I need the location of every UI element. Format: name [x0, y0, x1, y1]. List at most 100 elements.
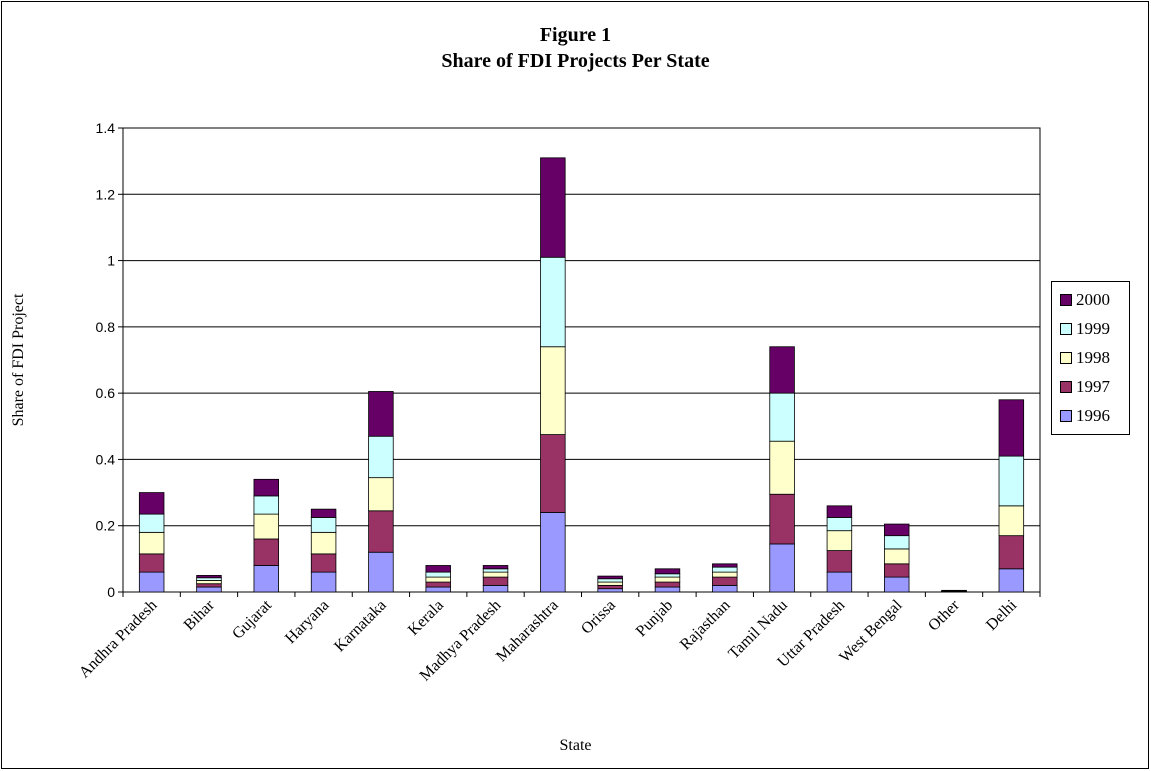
bar-segment: [712, 563, 738, 568]
bar-segment: [883, 548, 910, 565]
y-axis-label: Share of FDI Project: [10, 293, 27, 427]
bar-segment: [712, 571, 738, 578]
bar-segment: [196, 586, 222, 593]
bar-segment: [253, 478, 280, 497]
bar-segment: [425, 571, 451, 578]
bar-segment: [769, 392, 795, 442]
y-tick-label: 0.2: [96, 518, 116, 534]
bar-segment: [368, 477, 394, 512]
y-tick-label: 0.4: [96, 451, 116, 467]
bar-segment: [310, 517, 337, 533]
legend-item-1997: 1997: [1052, 375, 1110, 399]
bar-segment: [310, 508, 337, 518]
bar-segment: [712, 566, 738, 573]
bar-segment: [368, 435, 394, 479]
chart-title: Figure 1: [539, 24, 612, 46]
bar-segment: [826, 505, 853, 518]
legend-swatch-1999: [1060, 323, 1072, 335]
bar-segment: [253, 513, 280, 540]
bar-segment: [138, 531, 165, 555]
bar-segment: [712, 584, 738, 593]
bar-segment: [138, 571, 165, 593]
bar-segment: [826, 550, 853, 573]
bar-segment: [654, 581, 681, 588]
bar-segment: [883, 563, 910, 578]
legend-label-1998: 1998: [1076, 348, 1110, 367]
bar-segment: [482, 576, 509, 586]
bar-segment: [597, 581, 623, 586]
y-tick-label: 1.4: [96, 120, 116, 136]
bar-segment: [253, 538, 280, 566]
bar-segment: [482, 571, 509, 578]
legend-item-1998: 1998: [1052, 346, 1110, 370]
bar-segment: [826, 517, 853, 532]
bar-segment: [998, 505, 1025, 537]
bar-segment: [597, 575, 623, 580]
y-tick-label: 0: [107, 584, 115, 600]
bar-segment: [196, 575, 222, 579]
bar-segment: [196, 580, 222, 585]
bar-segment: [425, 581, 451, 588]
x-tick-label: Delhi: [983, 596, 1021, 634]
bar-segment: [597, 584, 623, 590]
x-tick-label: Andhra Pradesh: [76, 597, 161, 682]
x-tick-label: Punjab: [633, 597, 676, 640]
bar-segment: [310, 531, 337, 555]
x-tick-label: Karnataka: [331, 597, 390, 656]
bar-segment: [138, 553, 165, 573]
bar-segment: [253, 565, 280, 593]
y-tick-label: 0.8: [96, 319, 116, 335]
bar-segment: [138, 513, 165, 533]
bar-segment: [654, 576, 681, 583]
bar-segment: [482, 565, 509, 570]
x-tick-label: Haryana: [282, 597, 332, 647]
bar-segment: [482, 568, 509, 573]
bar-segment: [654, 573, 681, 578]
chart-subtitle: Share of FDI Projects Per State: [441, 50, 710, 72]
bar-segment: [597, 588, 623, 593]
bar-segment: [998, 535, 1025, 570]
bar-segment: [425, 576, 451, 583]
bar-segment: [998, 399, 1025, 457]
bar-segment: [540, 157, 566, 258]
bar-segment: [368, 391, 394, 437]
bar-segment: [310, 553, 337, 573]
bar-segment: [368, 510, 394, 553]
legend-label-1997: 1997: [1076, 377, 1110, 396]
legend-item-1996: 1996: [1052, 404, 1110, 428]
bar-segment: [883, 535, 910, 550]
legend-label-1999: 1999: [1076, 319, 1110, 338]
legend-label-2000: 2000: [1076, 290, 1110, 309]
bar-segment: [826, 530, 853, 551]
bar-segment: [712, 576, 738, 586]
x-tick-label: Bihar: [181, 596, 219, 634]
legend-item-1999: 1999: [1052, 317, 1110, 341]
y-tick-label: 0.6: [96, 385, 116, 401]
bar-segment: [769, 440, 795, 495]
bar-segment: [769, 493, 795, 545]
y-tick-label: 1.2: [96, 186, 116, 202]
legend-item-2000: 2000: [1052, 288, 1110, 312]
bar-segment: [998, 568, 1025, 593]
bar-segment: [425, 586, 451, 593]
bar-segment: [769, 543, 795, 593]
legend-swatch-1998: [1060, 352, 1072, 364]
bar-segment: [998, 455, 1025, 507]
bar-segment: [540, 434, 566, 513]
legend-swatch-2000: [1060, 294, 1072, 306]
x-tick-label: Kerala: [405, 597, 447, 639]
x-axis-label: State: [559, 737, 592, 754]
bar-segment: [482, 584, 509, 593]
x-tick-label: Rajasthan: [677, 597, 734, 654]
bar-segment: [597, 578, 623, 583]
legend-swatch-1997: [1060, 381, 1072, 393]
bar-segment: [540, 346, 566, 435]
bar-segment: [540, 256, 566, 348]
bar-segment: [253, 495, 280, 515]
bar-segment: [425, 565, 451, 573]
bar-segment: [654, 586, 681, 593]
x-tick-label: Other: [925, 596, 963, 634]
bar-segment: [883, 523, 910, 537]
